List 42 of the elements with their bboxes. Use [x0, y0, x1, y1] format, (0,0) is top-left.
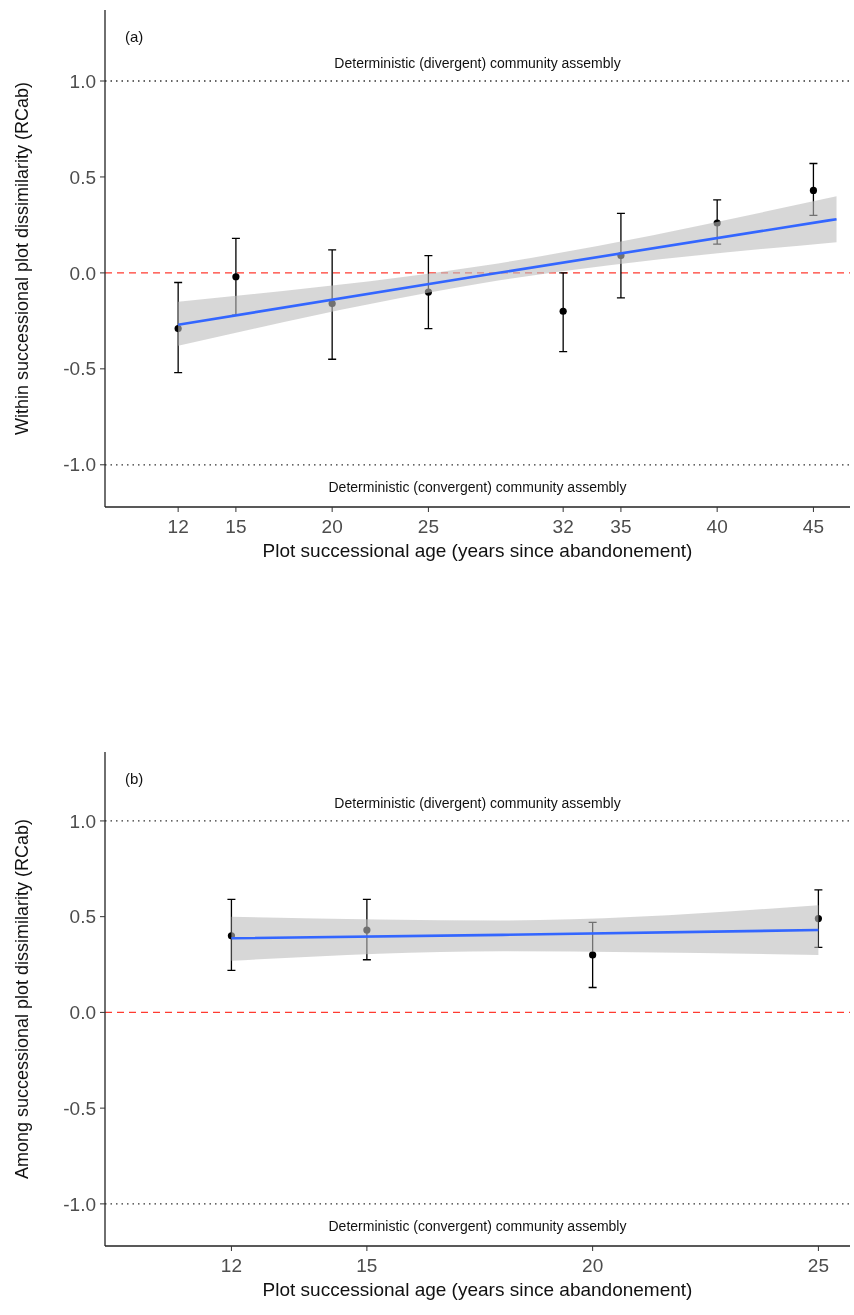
- x-tick-label: 12: [167, 516, 189, 537]
- y-tick-label: -1.0: [63, 454, 96, 476]
- x-tick-label: 45: [802, 516, 824, 537]
- x-axis-title: Plot successional age (years since abandonement): [262, 1279, 693, 1300]
- point: [174, 324, 182, 333]
- y-tick-label: 1.0: [69, 70, 96, 92]
- y-axis-title: Among successional plot dissimilarity (RCab): [12, 818, 32, 1180]
- annotation: (b): [125, 770, 144, 787]
- point: [328, 300, 336, 308]
- point: [232, 273, 240, 281]
- x-tick-label: 32: [552, 516, 574, 537]
- x-tick-label: 20: [321, 516, 343, 537]
- point: [713, 219, 721, 227]
- annotation: (a): [125, 28, 144, 45]
- y-tick-label: 1.0: [69, 810, 96, 832]
- ref-line-label: Deterministic (convergent) community assembly: [328, 478, 627, 495]
- x-tick-label: 15: [356, 1255, 378, 1276]
- y-tick-label: 0.0: [69, 262, 96, 284]
- y-tick-label: 0.5: [69, 906, 96, 928]
- x-tick-label: 15: [225, 516, 247, 537]
- x-tick-label: 12: [220, 1255, 242, 1276]
- x-tick-label: 35: [610, 516, 632, 537]
- ref-line-label: Deterministic (divergent) community assembly: [334, 794, 621, 811]
- ref-line-label: Deterministic (convergent) community assembly: [328, 1217, 627, 1234]
- y-tick-label: 0.5: [69, 166, 96, 188]
- y-tick-label: -1.0: [63, 1193, 96, 1215]
- y-tick-label: 0.0: [69, 1002, 96, 1024]
- x-tick-label: 25: [417, 516, 439, 537]
- y-tick-label: -0.5: [63, 1097, 96, 1119]
- point: [814, 914, 822, 923]
- x-tick-label: 20: [582, 1255, 604, 1276]
- point: [363, 926, 371, 934]
- point: [809, 186, 818, 194]
- x-tick-label: 25: [807, 1255, 829, 1276]
- point: [589, 951, 597, 959]
- x-axis-title: Plot successional age (years since abandonement): [262, 540, 693, 561]
- y-axis-title: Within successional plot dissimilarity (RCab): [12, 81, 32, 436]
- y-tick-label: -0.5: [63, 358, 96, 380]
- ref-line-label: Deterministic (divergent) community assembly: [334, 55, 621, 71]
- point: [424, 288, 433, 296]
- point: [559, 307, 567, 315]
- x-tick-label: 40: [706, 516, 728, 537]
